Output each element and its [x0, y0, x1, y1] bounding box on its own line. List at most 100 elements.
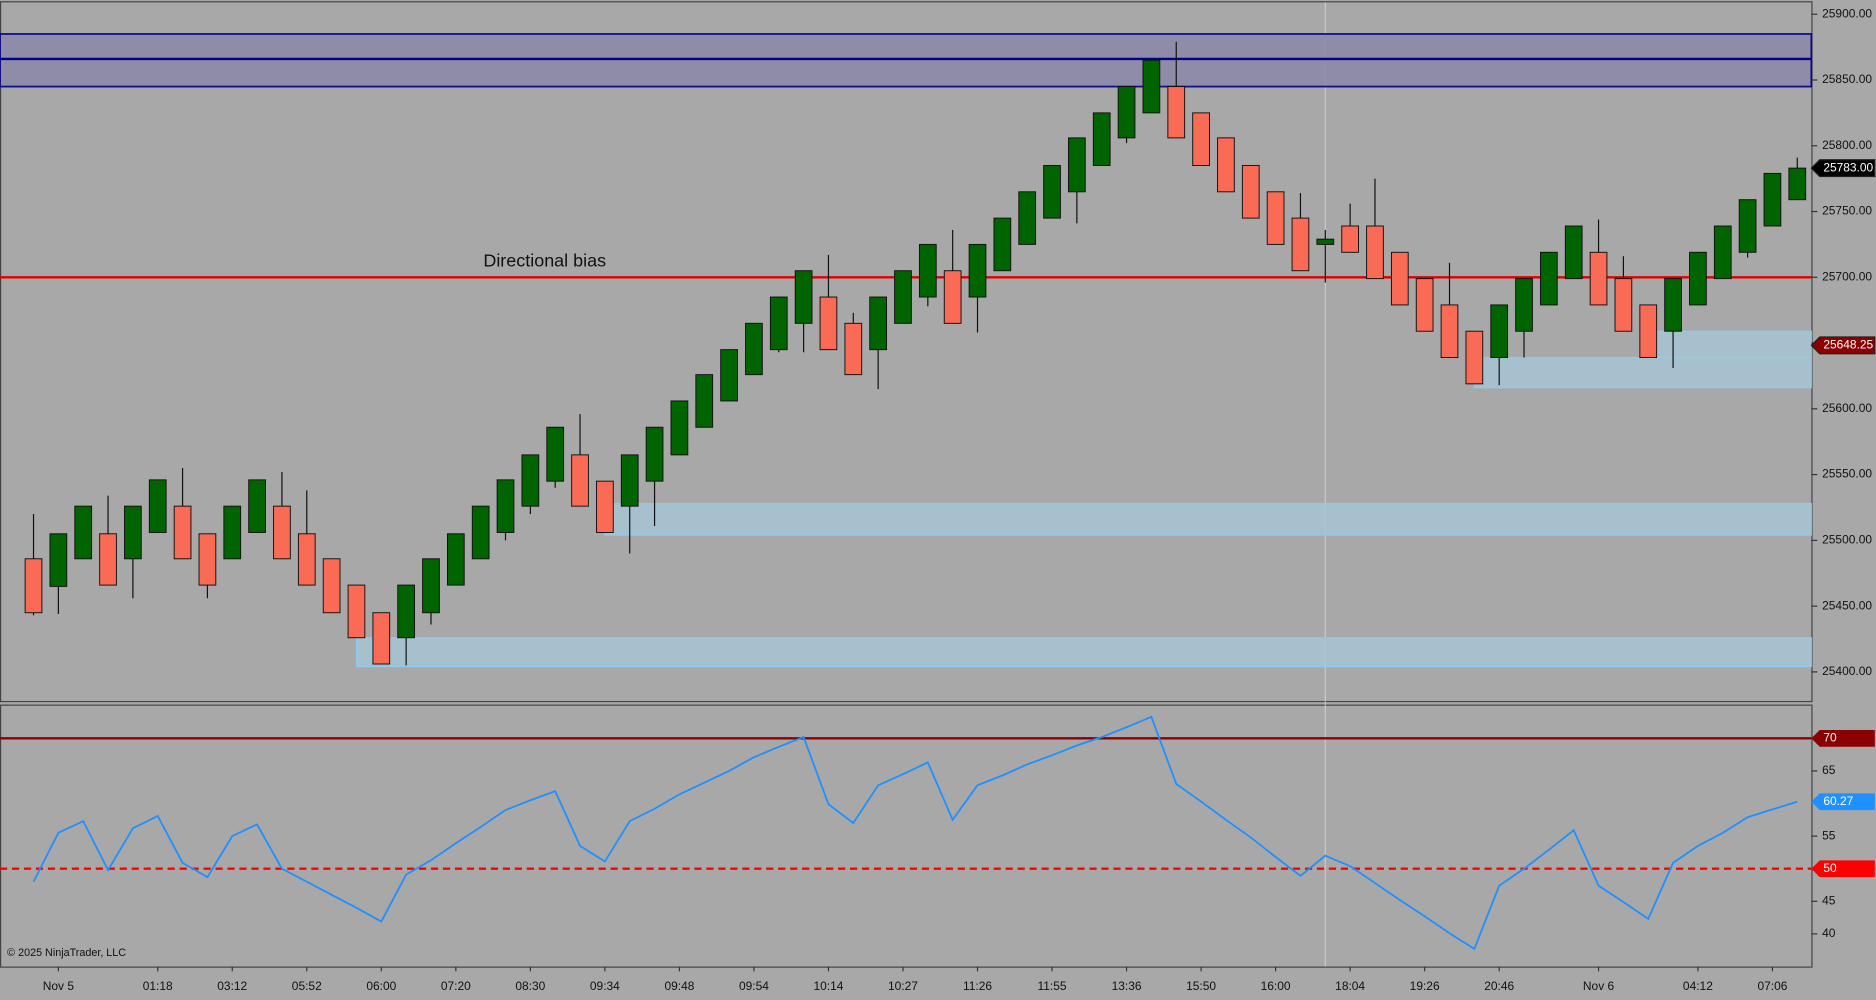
y-tick-label: 65 — [1822, 763, 1836, 777]
candle-body — [1117, 86, 1136, 139]
candle-body — [1639, 304, 1658, 359]
y-tick-label: 25800.00 — [1822, 138, 1872, 152]
x-tick-label: 20:46 — [1484, 979, 1514, 993]
level-marker — [1811, 729, 1875, 747]
candle-body — [173, 505, 192, 560]
candle-body — [1142, 59, 1161, 114]
candle-body — [347, 584, 366, 639]
candle-body — [993, 217, 1012, 272]
candle-body — [918, 243, 937, 298]
x-tick-label: 10:27 — [888, 979, 918, 993]
y-tick-label: 25500.00 — [1822, 533, 1872, 547]
candle-body — [1415, 278, 1434, 332]
candle-body — [1738, 199, 1757, 253]
candle-body — [1763, 172, 1782, 227]
candle-body — [1018, 191, 1037, 245]
candle-body — [471, 505, 490, 560]
candle-body — [894, 270, 912, 324]
y-tick-label: 25550.00 — [1822, 467, 1872, 481]
y-tick-label: 25600.00 — [1822, 401, 1872, 415]
candle-body — [1068, 137, 1086, 193]
candle-body — [198, 533, 217, 586]
candle-body — [322, 558, 341, 614]
candle-body — [1316, 238, 1335, 245]
candle-body — [1291, 217, 1310, 272]
level-marker — [1811, 860, 1875, 878]
y-tick-label: 55 — [1822, 828, 1836, 842]
candle-body — [1689, 251, 1707, 306]
candle-body — [1490, 304, 1509, 359]
price-marker — [1810, 159, 1876, 178]
zone — [0, 33, 1813, 88]
y-tick-label: 45 — [1822, 893, 1836, 907]
x-tick-label: 13:36 — [1112, 979, 1142, 993]
value-marker-label: 60.27 — [1823, 794, 1853, 808]
candle-body — [620, 454, 639, 507]
candle-body — [1043, 165, 1061, 219]
line-label: Directional bias — [483, 250, 606, 270]
x-tick-label: 06:00 — [366, 979, 396, 993]
candle-body — [148, 479, 167, 533]
candle-body — [794, 270, 813, 324]
x-tick-label: 09:48 — [664, 979, 694, 993]
candle-body — [670, 400, 689, 456]
x-tick-label: Nov 6 — [1583, 979, 1615, 993]
candle-body — [1664, 278, 1682, 332]
candle-body — [1713, 225, 1732, 280]
candle-body — [24, 558, 43, 614]
x-tick-label: 03:12 — [217, 979, 247, 993]
y-tick-label: 40 — [1822, 926, 1836, 940]
candle-body — [1614, 278, 1633, 332]
x-tick-label: 11:26 — [963, 979, 992, 993]
candle-body — [745, 322, 763, 376]
candle-body — [695, 374, 714, 428]
candle-body — [1589, 251, 1608, 306]
value-marker — [1811, 793, 1875, 811]
candle-body — [1366, 225, 1384, 280]
x-tick-label: 09:54 — [739, 979, 769, 993]
zone — [1473, 356, 1812, 389]
x-tick-label: 19:26 — [1410, 979, 1440, 993]
zone — [604, 502, 1812, 536]
x-tick-label: Nov 5 — [43, 979, 75, 993]
candle-body — [571, 454, 589, 507]
price-marker-label: 25648.25 — [1823, 338, 1873, 352]
x-tick-label: 08:30 — [515, 979, 545, 993]
y-tick-label: 25700.00 — [1822, 269, 1872, 283]
x-tick-label: 16:00 — [1261, 979, 1291, 993]
candle-body — [769, 296, 788, 351]
y-tick-label: 25850.00 — [1822, 72, 1872, 86]
candle-body — [521, 454, 540, 507]
y-tick-label: 25450.00 — [1822, 598, 1872, 612]
candle-body — [1192, 112, 1210, 166]
candle-body — [1341, 225, 1359, 253]
y-tick-label: 25900.00 — [1822, 6, 1872, 20]
candle-body — [1241, 165, 1260, 219]
x-tick-label: 05:52 — [292, 979, 322, 993]
level-label: 50 — [1823, 861, 1837, 875]
x-tick-label: 15:50 — [1186, 979, 1216, 993]
candle-body — [1217, 137, 1235, 193]
y-tick-label: 25750.00 — [1822, 204, 1872, 218]
x-tick-label: 18:04 — [1335, 979, 1365, 993]
candle-body — [844, 322, 863, 376]
candle-body — [297, 533, 316, 586]
candle-body — [720, 349, 738, 402]
x-tick-label: 07:06 — [1757, 979, 1787, 993]
zone — [1647, 330, 1812, 359]
price-marker — [1810, 336, 1876, 355]
candle-body — [124, 505, 142, 560]
candle-body — [968, 243, 987, 298]
price-marker-label: 25783.00 — [1823, 160, 1873, 174]
candle-body — [1167, 86, 1186, 139]
candle-body — [496, 479, 515, 533]
candle-body — [1788, 167, 1807, 201]
candle-body — [446, 533, 465, 586]
candle-body — [273, 505, 291, 560]
candle-body — [1390, 251, 1409, 306]
level-label: 70 — [1823, 730, 1837, 744]
candle-body — [645, 426, 664, 482]
candle-body — [99, 533, 117, 586]
